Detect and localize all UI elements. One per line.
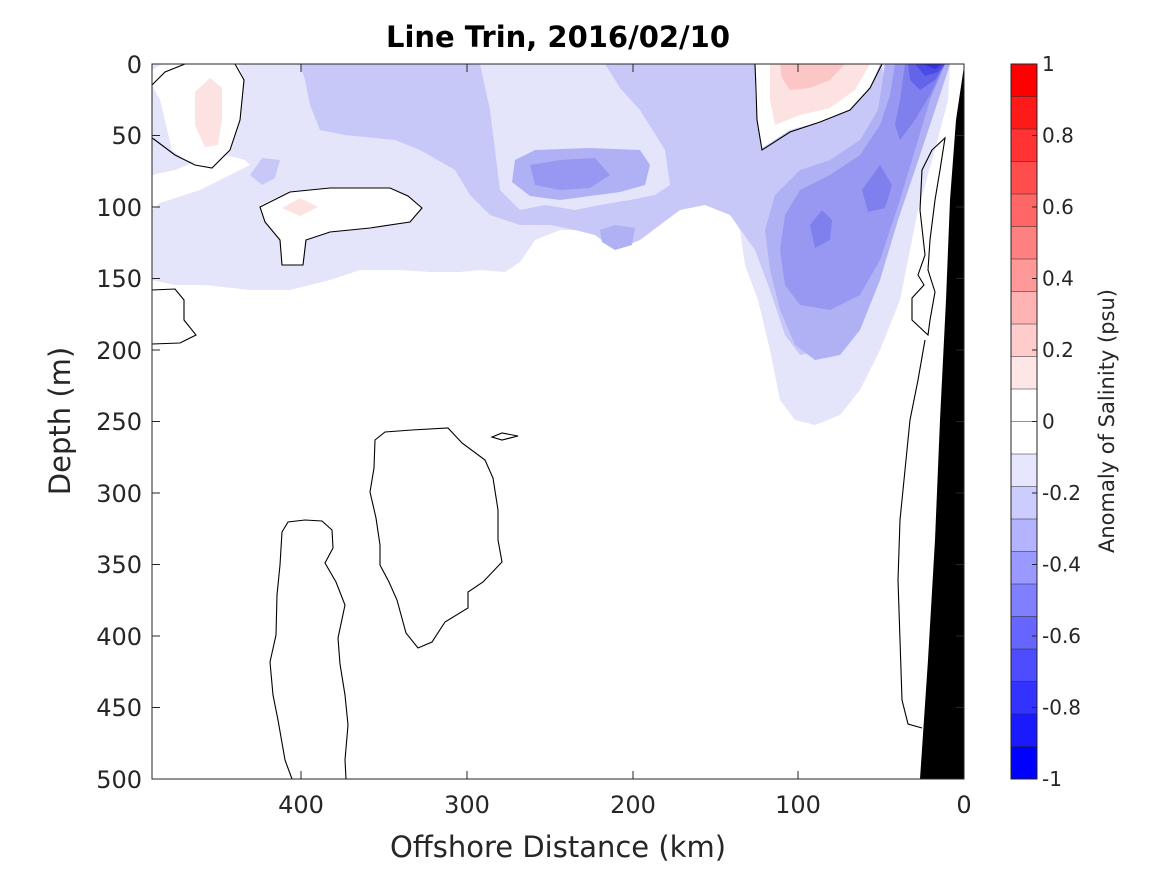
- y-tick-label: 300: [96, 480, 142, 508]
- zero-contour-mid-lens: [369, 427, 503, 649]
- colorbar-segment: [1011, 551, 1037, 585]
- colorbar-segment: [1011, 519, 1037, 552]
- contour-fills: [152, 64, 964, 779]
- x-axis-title: Offshore Distance (km): [390, 830, 726, 864]
- zero-contour-small-lens: [490, 432, 519, 441]
- chart-title: Line Trin, 2016/02/10: [386, 20, 730, 54]
- zero-contour-edge-west: [152, 288, 197, 345]
- y-tick-label: 150: [96, 265, 142, 293]
- colorbar-segment: [1011, 356, 1037, 390]
- x-tick-label: 300: [444, 791, 490, 819]
- anomaly-fill-plus01-c: [282, 198, 318, 216]
- colorbar-segment: [1011, 259, 1037, 292]
- colorbar-segment: [1011, 161, 1037, 195]
- colorbar-title: Anomaly of Salinity (psu): [1095, 289, 1119, 553]
- y-axis-title: Depth (m): [43, 347, 77, 495]
- y-tick-label: 350: [96, 551, 142, 579]
- colorbar-ticks: 1 0.8 0.6 0.4 0.2 0 -0.2 -0.4 -0.6 -0.8 -1: [1032, 52, 1081, 791]
- colorbar-segment: [1011, 421, 1037, 455]
- colorbar-segment: [1011, 486, 1037, 520]
- colorbar-tick-label: 0.2: [1042, 338, 1074, 362]
- y-tick-label: 100: [96, 194, 142, 222]
- colorbar-segment: [1011, 389, 1037, 422]
- zero-contour-deep-west: [269, 519, 349, 779]
- y-tick-labels: 0 50 100 150 200 250 300 350 400 450 500: [96, 51, 142, 794]
- anomaly-fill-minus02-a: [300, 64, 900, 355]
- colorbar-segment: [1011, 324, 1037, 357]
- x-tick-label: 400: [278, 791, 324, 819]
- colorbar-segment: [1011, 649, 1037, 682]
- colorbar-segment: [1011, 226, 1037, 260]
- colorbar-segment: [1011, 96, 1037, 130]
- x-tick-label: 100: [775, 791, 821, 819]
- y-tick-marks: [152, 63, 964, 780]
- colorbar-segment: [1011, 584, 1037, 617]
- zero-contours: [152, 64, 946, 779]
- anomaly-fill-minus05-a: [895, 64, 945, 140]
- x-tick-label: 0: [956, 791, 971, 819]
- zero-contour-coastal-deep: [897, 339, 926, 729]
- anomaly-fill-plus01-a: [195, 78, 222, 147]
- colorbar: [1011, 63, 1037, 780]
- colorbar-tick-label: 1: [1042, 52, 1055, 76]
- anomaly-fill-minus05-b: [862, 165, 892, 212]
- colorbar-tick-label: 0.8: [1042, 124, 1074, 148]
- colorbar-tick-label: 0: [1042, 410, 1055, 434]
- anomaly-fill-minus02-b: [250, 158, 280, 185]
- y-tick-label: 50: [111, 122, 142, 150]
- colorbar-segment: [1011, 129, 1037, 162]
- x-tick-label: 200: [610, 791, 656, 819]
- y-tick-label: 0: [127, 51, 142, 79]
- colorbar-segment: [1011, 616, 1037, 650]
- anomaly-fill-minus08: [922, 64, 942, 69]
- colorbar-tick-label: -0.2: [1042, 481, 1081, 505]
- colorbar-segment: [1011, 714, 1037, 747]
- x-tick-labels: 400 300 200 100 0: [278, 791, 972, 819]
- y-tick-label: 400: [96, 623, 142, 651]
- colorbar-segment: [1011, 291, 1037, 325]
- colorbar-segment: [1011, 64, 1037, 97]
- colorbar-tick-label: -0.6: [1042, 624, 1081, 648]
- anomaly-fill-plus02: [780, 64, 845, 90]
- colorbar-tick-label: 0.6: [1042, 195, 1074, 219]
- colorbar-tick-label: -0.8: [1042, 696, 1081, 720]
- colorbar-segment: [1011, 454, 1037, 487]
- colorbar-segment: [1011, 746, 1037, 780]
- anomaly-fill-minus04-b: [530, 158, 610, 190]
- y-tick-label: 200: [96, 337, 142, 365]
- zero-contour-surface-west: [152, 64, 245, 169]
- colorbar-tick-label: 0.4: [1042, 267, 1074, 291]
- x-tick-marks: [300, 64, 965, 779]
- y-tick-label: 450: [96, 694, 142, 722]
- colorbar-segment: [1011, 194, 1037, 227]
- y-tick-label: 500: [96, 766, 142, 794]
- y-tick-label: 250: [96, 408, 142, 436]
- anomaly-fill-minus05-c: [810, 210, 832, 248]
- colorbar-tick-label: -1: [1042, 767, 1062, 791]
- colorbar-segment: [1011, 681, 1037, 715]
- zero-contour-west-lens: [259, 187, 423, 266]
- bathymetry-slope: [920, 66, 964, 779]
- zero-contour-coastal: [911, 136, 946, 337]
- zero-contour-nearshore-pos: [754, 64, 883, 151]
- anomaly-fill-minus03-c: [600, 225, 635, 250]
- colorbar-tick-label: -0.4: [1042, 553, 1081, 577]
